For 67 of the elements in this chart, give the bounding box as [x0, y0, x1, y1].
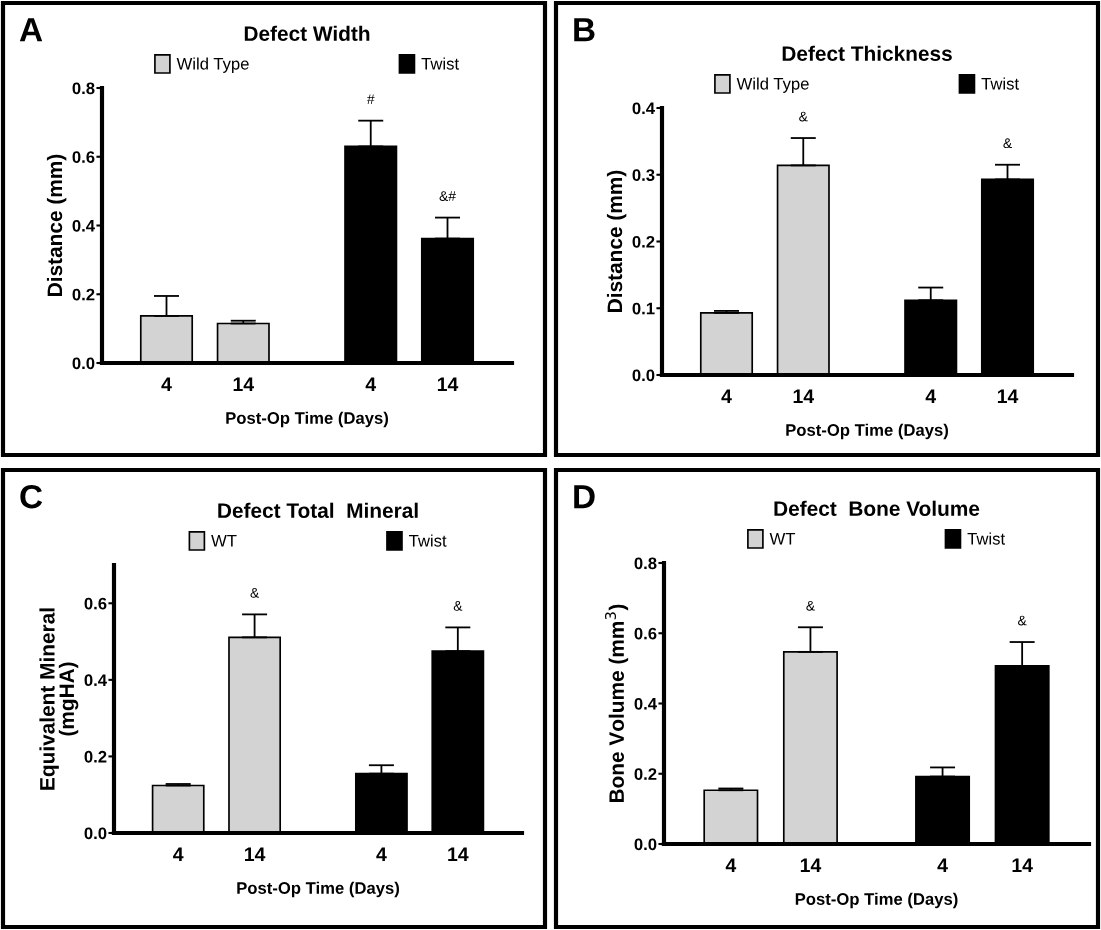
legend-label: Twist: [409, 534, 447, 547]
x-tick-label: 4: [161, 377, 172, 391]
y-tick-label: 0.0: [634, 838, 657, 851]
y-tick-label: 0.4: [632, 102, 655, 115]
y-tick-label: 0.3: [632, 169, 655, 181]
data-label: &: [806, 600, 815, 611]
text: B: [574, 18, 595, 42]
data-label: #: [366, 94, 375, 104]
chart-title: Defect Bone Volume: [774, 500, 980, 516]
y-axis-title: Distance (mm): [606, 170, 627, 312]
x-tick-label: 14: [800, 858, 822, 872]
x-tick-label: 4: [721, 389, 732, 403]
y-tick-label: 0.2: [632, 235, 655, 248]
x-tick-label: 4: [937, 858, 948, 872]
x-axis-title: Post-Op Time (Days): [237, 881, 399, 898]
x-tick-label: 14: [997, 389, 1019, 403]
x-tick-label: 14: [245, 847, 266, 861]
legend-label: WT: [211, 535, 237, 547]
y-tick-label: 0.2: [634, 768, 657, 780]
chart-title: Defect Width: [244, 25, 370, 41]
chart-title: Defect Thickness: [782, 45, 952, 61]
y-tick-label: 0.6: [72, 151, 95, 163]
x-tick-label: 14: [233, 377, 254, 391]
legend-label: Wild Type: [176, 57, 249, 73]
text: D: [574, 485, 595, 509]
y-tick-label: 0.2: [84, 750, 107, 763]
text: C: [20, 484, 43, 509]
y-axis-title: Bone Volume (mm$^{3}$): [605, 604, 629, 803]
x-axis-title: Post-Op Time (Days): [226, 411, 388, 428]
y-tick-label: 0.1: [632, 302, 655, 315]
y-tick-label: 0.4: [72, 219, 95, 232]
y-tick-label: 0.4: [634, 697, 657, 710]
y-tick-label: 0.0: [72, 357, 95, 370]
y-axis-title: Distance (mm): [46, 154, 67, 296]
y-tick-label: 0.6: [84, 597, 107, 610]
y-tick-label: 0.8: [72, 82, 95, 95]
x-tick-label: 14: [1012, 858, 1033, 872]
legend-label: Twist: [967, 532, 1005, 545]
y-tick-label: 0.4: [84, 674, 107, 687]
x-tick-label: 14: [437, 377, 459, 391]
y-tick-label: 0.8: [634, 557, 657, 570]
x-tick-label: 4: [365, 377, 377, 391]
y-axis-title: Equivalent Mineral (mgHA): [39, 608, 79, 790]
y-tick-label: 0.6: [634, 627, 657, 640]
y-tick-label: 0.0: [632, 369, 655, 382]
text: A: [19, 18, 43, 42]
y-tick-label: 0.0: [84, 827, 107, 840]
legend-label: WT: [769, 533, 796, 545]
legend-label: Twist: [981, 77, 1019, 90]
y-tick-label: 0.2: [72, 288, 95, 301]
x-tick-label: 4: [725, 858, 737, 872]
data-label: &: [453, 601, 463, 611]
data-label: &#: [439, 191, 456, 201]
legend-label: Wild Type: [736, 77, 809, 93]
data-label: &: [799, 111, 808, 122]
x-axis-title: Post-Op Time (Days): [795, 892, 958, 909]
x-tick-label: 4: [376, 847, 387, 861]
data-label: &: [1018, 615, 1027, 626]
x-tick-label: 4: [173, 847, 184, 861]
x-tick-label: 4: [925, 389, 937, 403]
x-axis-title: Post-Op Time (Days): [786, 423, 948, 440]
data-label: &: [250, 588, 259, 598]
x-tick-label: 14: [448, 847, 469, 861]
legend-label: Twist: [421, 57, 459, 70]
x-tick-label: 14: [793, 389, 814, 403]
chart-title: Defect Total Mineral: [218, 502, 418, 518]
data-label: &: [1003, 138, 1012, 149]
